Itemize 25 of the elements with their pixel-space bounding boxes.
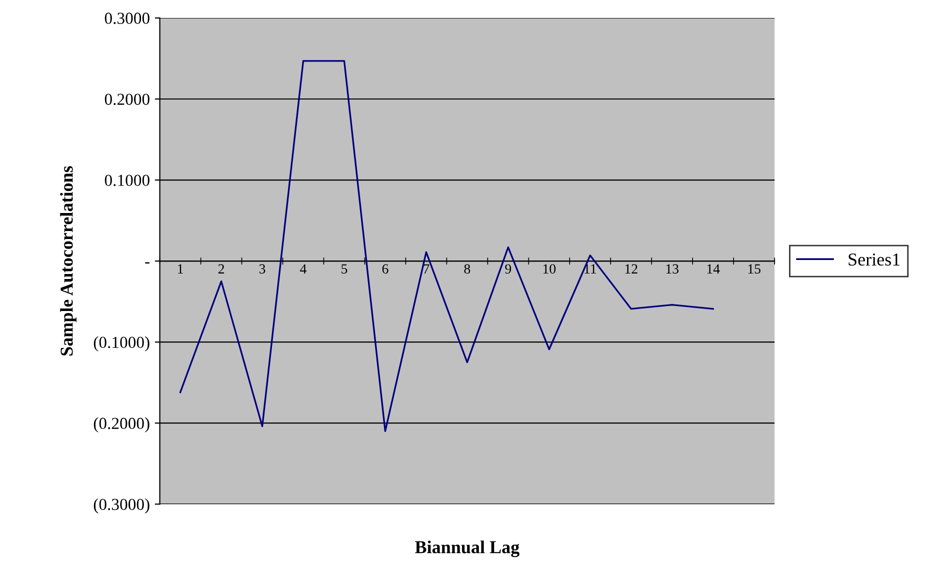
y-axis-title: Sample Autocorrelations: [60, 166, 76, 356]
x-tick-label: 8: [464, 264, 470, 274]
y-tick-label: (0.2000): [94, 417, 150, 432]
x-tick-label: 13: [666, 264, 678, 274]
x-tick-label: 5: [342, 264, 348, 274]
y-tick-label: 0.3000: [104, 12, 150, 24]
y-tick-label: 0.2000: [104, 94, 150, 106]
x-tick-label: 2: [218, 264, 224, 274]
x-tick-label: 3: [259, 264, 266, 274]
x-tick-label: 10: [543, 264, 556, 274]
x-tick-label: 9: [505, 264, 512, 274]
x-axis-title: Biannual Lag: [415, 540, 520, 558]
x-tick-label: 7: [424, 264, 430, 274]
x-tick-label: 11: [584, 264, 596, 274]
y-tick-label: (0.3000): [94, 498, 150, 514]
legend-label: Series1: [848, 253, 900, 266]
y-tick-label: (0.1000): [94, 336, 150, 352]
x-tick-label: 1: [178, 264, 183, 274]
x-tick-label: 12: [625, 264, 638, 274]
x-tick-label: 14: [707, 264, 720, 274]
y-tick-label: -: [145, 262, 150, 264]
y-tick-label: 0.1000: [104, 174, 150, 186]
x-tick-label: 6: [382, 264, 388, 274]
x-tick-label: 4: [300, 264, 306, 274]
x-tick-label: 15: [748, 264, 760, 274]
